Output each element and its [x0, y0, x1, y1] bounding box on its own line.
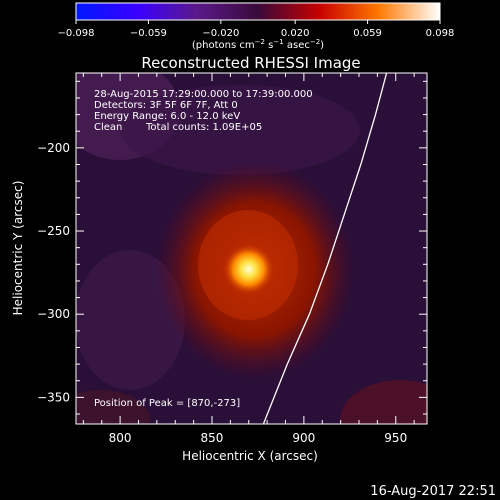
plot-frame [75, 72, 428, 425]
x-axis-ticks: 800 850 900 950 [82, 73, 415, 445]
colorbar-tick-label: 0.020 [281, 28, 310, 39]
x-tick-label: 900 [292, 431, 315, 445]
flare-peak [222, 243, 275, 296]
colorbar-tick-label: −0.098 [57, 28, 94, 39]
annotation-peak-position: Position of Peak = [870,-273] [94, 398, 240, 409]
chart-title: Reconstructed RHESSI Image [141, 54, 360, 72]
solar-limb [262, 73, 388, 424]
colorbar-unit-label: (photons cm−2 s−1 asec−2) [192, 38, 324, 51]
y-axis-ticks: −200 −250 −300 −350 [37, 80, 427, 415]
annotation-energy: Energy Range: 6.0 - 12.0 keV [94, 111, 240, 122]
colorbar-ticks: −0.098 −0.059 −0.020 0.020 0.059 0.098 [57, 20, 454, 39]
heatmap-image [76, 73, 427, 424]
colorbar-tick-label: 0.059 [353, 28, 382, 39]
x-tick-label: 800 [109, 431, 132, 445]
y-tick-label: −250 [37, 224, 70, 238]
colorbar-tick-label: −0.059 [130, 28, 167, 39]
y-tick-label: −350 [37, 390, 70, 404]
y-axis-label: Heliocentric Y (arcsec) [11, 181, 25, 316]
annotation-total-counts: Total counts: 1.09E+05 [145, 122, 262, 133]
x-tick-label: 950 [384, 431, 407, 445]
y-tick-label: −200 [37, 141, 70, 155]
colorbar [75, 2, 441, 21]
annotation-clean: Clean [94, 122, 122, 133]
y-tick-label: −300 [37, 307, 70, 321]
colorbar-tick-label: 0.098 [426, 28, 455, 39]
x-tick-label: 850 [201, 431, 224, 445]
annotation-detectors: Detectors: 3F 5F 6F 7F, Att 0 [94, 100, 238, 111]
footer-timestamp: 16-Aug-2017 22:51 [370, 484, 496, 499]
annotation-time-range: 28-Aug-2015 17:29:00.000 to 17:39:00.000 [94, 89, 313, 100]
colorbar-tick-label: −0.020 [202, 28, 239, 39]
x-axis-label: Heliocentric X (arcsec) [182, 449, 318, 463]
